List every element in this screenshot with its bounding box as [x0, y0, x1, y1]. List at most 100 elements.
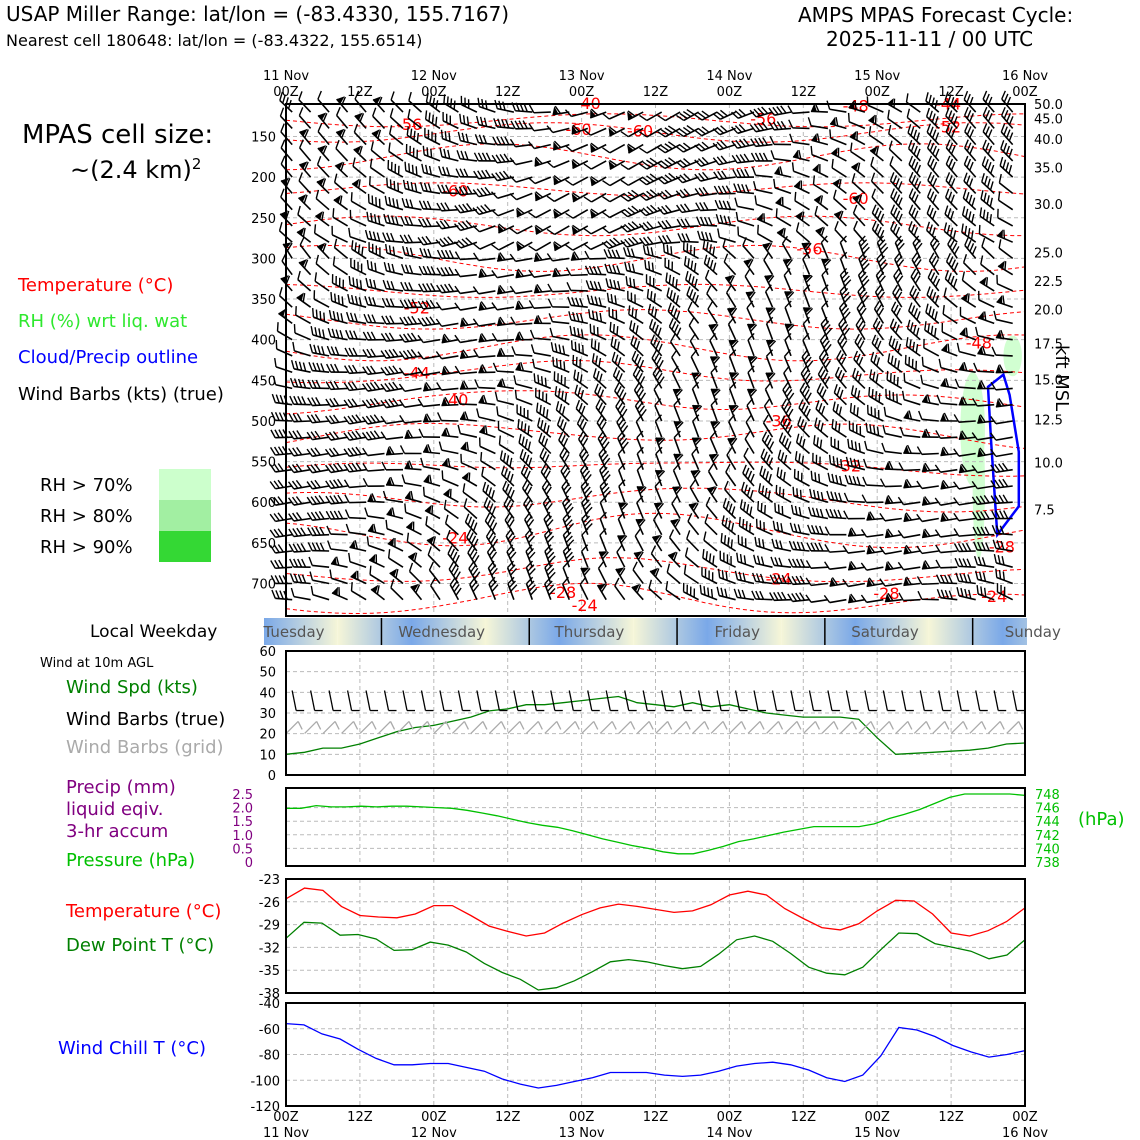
barb-staff: [618, 485, 626, 503]
wind-barb: [712, 155, 736, 166]
barb-flag: [830, 436, 832, 446]
wind-barb: [565, 267, 588, 277]
barb-flag: [825, 508, 831, 518]
barb-flag: [725, 463, 731, 473]
barb-staff: [275, 597, 293, 601]
wind-barb: [326, 525, 348, 536]
barb-staff: [867, 430, 884, 438]
barb-flag: [380, 350, 387, 359]
barb-staff: [686, 294, 700, 308]
barb-pennant: [349, 540, 356, 549]
barb-staff: [516, 192, 533, 201]
barb-flag: [498, 435, 501, 445]
barb-flag: [337, 510, 344, 520]
wind-barb: [631, 350, 645, 373]
wind-barb: [905, 93, 921, 113]
wind-barb: [307, 397, 330, 407]
barb-staff: [479, 105, 496, 113]
barb-staff: [275, 452, 293, 456]
barb-flag: [387, 549, 391, 559]
barb-flag: [325, 398, 332, 407]
barb-flag: [426, 218, 432, 227]
barb-staff: [614, 585, 626, 601]
barb-flag: [407, 109, 411, 119]
barb-flag: [754, 536, 758, 546]
wind-barb: [312, 307, 330, 325]
wind-barb: [400, 281, 422, 292]
barb-staff: [737, 578, 755, 585]
barb-staff: [427, 554, 441, 568]
wind-barb: [726, 307, 738, 324]
barb-flag: [414, 183, 418, 193]
barb-staff: [389, 133, 404, 146]
barb-flag: [288, 430, 295, 440]
wind-barb: [436, 412, 459, 422]
wind-barb: [276, 322, 293, 341]
barb-flag: [399, 334, 406, 343]
barb-flag: [807, 506, 812, 516]
wind-barb: [825, 508, 847, 520]
wind-barb: [574, 384, 589, 406]
wind-barb: [317, 112, 330, 129]
barb-staff: [719, 236, 736, 243]
barb-flag: [269, 464, 276, 473]
wind-barb: [810, 470, 829, 487]
barb-staff: [349, 468, 367, 473]
wind-barb: [324, 431, 348, 441]
barb-staff: [350, 266, 367, 276]
wind-barb: [890, 188, 903, 211]
barb-flag: [472, 318, 480, 327]
barb-staff: [765, 356, 774, 373]
barb-flag: [549, 327, 554, 337]
barb-flag: [402, 179, 406, 189]
wind-barb: [589, 323, 607, 341]
wind-barb: [435, 236, 459, 248]
barb-flag: [889, 156, 894, 166]
wind-barb: [733, 183, 755, 195]
wind-barb: [287, 479, 311, 490]
barb-flag: [278, 222, 283, 232]
barb-flag: [351, 295, 355, 305]
barb-flag: [546, 195, 555, 202]
barb-staff: [336, 98, 349, 113]
barb-flag: [311, 527, 317, 536]
barb-flag: [535, 387, 537, 397]
barb-flag: [292, 413, 299, 422]
barb-flag: [757, 224, 759, 234]
barb-flag: [665, 234, 672, 244]
barb-flag: [373, 381, 381, 390]
barb-flag: [322, 178, 327, 188]
wind-barb: [385, 446, 404, 456]
wind-barb: [364, 229, 385, 243]
barb-staff: [332, 216, 349, 227]
barb-flag: [343, 464, 350, 473]
wind-barb: [516, 207, 533, 218]
barb-flag: [392, 381, 399, 390]
barb-flag: [362, 366, 369, 375]
barb-flag: [318, 328, 322, 338]
barb-flag: [477, 152, 484, 162]
barb-staff: [921, 485, 939, 490]
barb-flag: [326, 345, 332, 355]
barb-staff: [408, 570, 423, 585]
barb-flag: [442, 111, 444, 121]
barb-staff: [297, 214, 312, 227]
wind-barb: [496, 347, 514, 357]
wind-barb: [330, 292, 348, 308]
barb-flag: [777, 591, 783, 601]
barb-flag: [584, 265, 590, 275]
wind-barb: [821, 300, 829, 324]
wind-barb: [363, 313, 385, 325]
barb-flag: [403, 333, 410, 342]
barb-flag: [350, 192, 353, 202]
wind-barb: [567, 296, 588, 308]
barb-flag: [681, 233, 687, 242]
wind-barb: [280, 139, 293, 162]
barb-flag: [401, 197, 406, 207]
barb-flag: [441, 470, 444, 480]
wind-barb: [482, 481, 496, 503]
barb-flag: [337, 494, 344, 504]
wind-barb: [868, 114, 884, 130]
wind-barb: [404, 503, 422, 520]
barb-flag: [862, 476, 868, 486]
